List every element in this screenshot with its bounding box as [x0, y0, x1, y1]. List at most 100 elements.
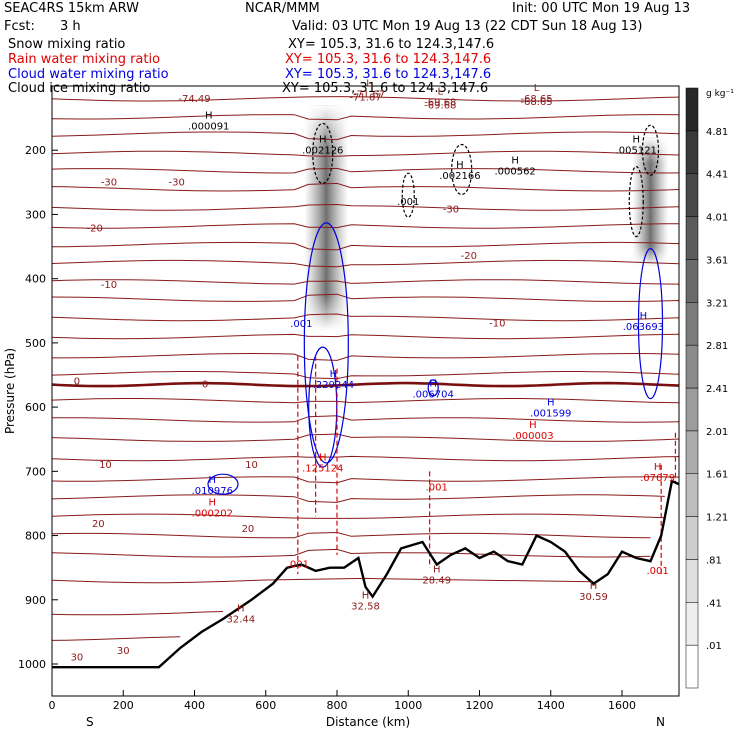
terrain-profile — [52, 479, 680, 669]
extremum-marker: H — [456, 160, 464, 171]
colorbar-level-label: .01 — [706, 641, 722, 652]
colorbar-level-label: .81 — [706, 555, 722, 566]
colorbar-level-label: 2.81 — [706, 341, 728, 352]
isotherm-label: -20 — [461, 251, 477, 262]
extremum-value: .005121 — [616, 145, 657, 156]
org-name: NCAR/MMM — [245, 1, 320, 16]
snow-shading — [304, 105, 669, 331]
extremum-value: .229244 — [313, 380, 354, 391]
colorbar-level-label: 3.61 — [706, 255, 728, 266]
isotherm-line — [51, 203, 680, 211]
model-title: SEAC4RS 15km ARW — [4, 1, 140, 16]
isotherm-line — [51, 513, 665, 519]
colorbar-level-label: 2.41 — [706, 384, 728, 395]
field-cloudwater-label: Cloud water mixing ratio — [8, 67, 169, 82]
isotherm-label: 20 — [92, 519, 105, 530]
field-cloudwater-xy: XY= 105.3, 31.6 to 124.3,147.6 — [285, 67, 492, 82]
extremum-value: .000003 — [512, 431, 553, 442]
isotherm-label: 30 — [71, 653, 84, 664]
extremum-marker: L — [534, 83, 540, 94]
species-contour — [637, 248, 664, 400]
y-tick-label: 300 — [25, 208, 46, 221]
x-axis-title: Distance (km) — [326, 715, 410, 729]
colorbar-swatch — [685, 130, 699, 174]
isotherm-line — [51, 223, 679, 229]
forecast-hour: 3 h — [60, 19, 81, 34]
isotherm-label: -71.67 — [349, 93, 381, 104]
isotherm-line — [51, 476, 680, 484]
extremum-value: .001 — [646, 566, 668, 577]
y-tick-label: 700 — [25, 465, 46, 478]
isotherm-line — [51, 398, 680, 404]
y-tick-label: 900 — [25, 594, 46, 607]
isotherm-line — [51, 333, 680, 340]
extremum-marker: H — [429, 378, 437, 389]
species-contour — [207, 473, 239, 495]
extremum-value: 28.49 — [422, 576, 451, 587]
colorbar-swatch — [685, 387, 699, 432]
colorbar-level-label: 2.01 — [706, 427, 728, 438]
colorbar-swatch — [685, 173, 699, 217]
x-tick-label: 0 — [49, 699, 56, 712]
isotherm-label: -30 — [169, 177, 185, 188]
colorbar-swatch — [685, 644, 699, 689]
colorbar-swatch — [685, 473, 699, 517]
snow-plume-fade — [632, 137, 669, 266]
extremum-marker: L — [366, 79, 372, 90]
y-tick-label: 400 — [25, 273, 46, 286]
extremum-marker: H — [209, 475, 217, 486]
extremum-value: 32.58 — [351, 601, 380, 612]
isotherm-label: -30 — [443, 204, 459, 215]
isotherm-line — [51, 636, 181, 641]
colorbar-swatch — [685, 430, 699, 474]
extremum-marker: H — [654, 462, 662, 473]
extremum-marker: H — [205, 111, 213, 122]
isotherm-label: 10 — [245, 460, 258, 471]
x-tick-label: 800 — [327, 699, 348, 712]
temperature-isotherms: -74.49 -71.67 -69.68 -68.65 -30 -30 -30 -20 -20 -… — [51, 93, 680, 664]
isotherm-label: 10 — [99, 460, 112, 471]
extremum-marker: H — [433, 565, 441, 576]
extremum-value: -69.68 — [424, 97, 456, 108]
isotherm-line — [51, 259, 680, 268]
isotherm-line — [51, 150, 680, 157]
freezing-level-line — [51, 381, 680, 388]
isotherm-line — [51, 96, 680, 102]
extremum-value: .000091 — [188, 122, 229, 133]
extremum-value: .001 — [290, 319, 312, 330]
isotherm-label: 20 — [242, 524, 255, 535]
extremum-value: .001 — [287, 560, 309, 571]
colorbar-level-label: 3.21 — [706, 298, 728, 309]
isotherm-label: -74.49 — [178, 94, 210, 105]
isotherm-label: -10 — [101, 280, 117, 291]
field-rain-xy: XY= 105.3, 31.6 to 124.3,147.6 — [285, 52, 492, 67]
isotherm-label: -69.68 — [424, 100, 456, 111]
field-cloudice-label: Cloud ice mixing ratio — [8, 81, 151, 96]
annotation-labels: H.000091H.002126H.002166H.000562H.005121… — [188, 79, 675, 626]
extremum-value: .063693 — [623, 322, 664, 333]
field-snow-xy: XY= 105.3, 31.6 to 124.3,147.6 — [288, 37, 495, 52]
x-tick-label: 1400 — [537, 699, 565, 712]
extremum-marker: H — [362, 590, 370, 601]
colorbar-level-label: 4.81 — [706, 127, 728, 138]
isotherm-line — [51, 293, 680, 302]
isotherm-label: -20 — [87, 224, 103, 235]
colorbar-unit: g kg⁻¹ — [706, 89, 734, 99]
x-tick-label: 1600 — [608, 699, 636, 712]
isotherm-line — [51, 611, 224, 616]
isotherm-label: 0 — [202, 380, 208, 391]
isotherm-label: -68.65 — [520, 97, 552, 108]
extremum-value: .010976 — [192, 486, 233, 497]
extremum-marker: H — [330, 369, 338, 380]
extremum-value: .006704 — [413, 389, 454, 400]
plot-frame — [51, 85, 680, 697]
y-tick-label: 800 — [25, 530, 46, 543]
extremum-marker: H — [319, 452, 327, 463]
extremum-marker: L — [438, 86, 444, 97]
y-tick-label: 1000 — [18, 658, 46, 671]
extremum-marker: H — [511, 156, 519, 167]
species-contour — [303, 222, 349, 464]
valid-time: Valid: 03 UTC Mon 19 Aug 13 (22 CDT Sun … — [292, 19, 643, 34]
extremum-value: .000562 — [494, 167, 535, 178]
extremum-marker: H — [640, 311, 648, 322]
